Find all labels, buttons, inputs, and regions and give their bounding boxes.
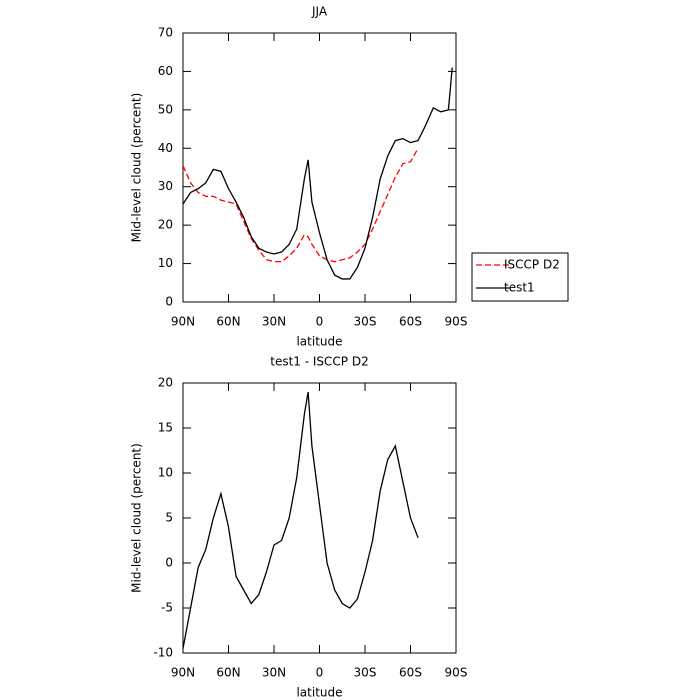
legend-label: test1: [504, 281, 535, 295]
x-tick-label: 0: [316, 666, 324, 680]
x-tick-label: 30S: [354, 315, 377, 329]
data-line: [182, 147, 419, 263]
x-tick-label: 90N: [171, 666, 195, 680]
y-axis-label: Mid-level cloud (percent): [130, 443, 144, 593]
y-tick-label: 30: [158, 179, 173, 193]
y-tick-label: 10: [158, 256, 173, 270]
x-axis-label: latitude: [296, 335, 342, 349]
y-tick-label: 20: [158, 376, 173, 390]
legend-label: ISCCP D2: [504, 258, 560, 272]
y-tick-label: 0: [165, 295, 173, 309]
y-axis-label: Mid-level cloud (percent): [130, 93, 144, 243]
x-tick-label: 60N: [216, 315, 240, 329]
x-tick-label: 60N: [216, 666, 240, 680]
y-tick-label: 70: [158, 26, 173, 40]
x-tick-label: 30S: [354, 666, 377, 680]
plot-frame: [182, 32, 457, 303]
x-tick-label: 90S: [445, 315, 468, 329]
y-tick-label: -5: [161, 601, 173, 615]
x-tick-label: 60S: [399, 315, 422, 329]
y-tick-label: 60: [158, 64, 173, 78]
x-tick-label: 90S: [445, 666, 468, 680]
legend-box: [471, 252, 569, 302]
y-tick-label: 10: [158, 466, 173, 480]
x-tick-label: 30N: [262, 666, 286, 680]
y-tick-label: 0: [165, 556, 173, 570]
y-tick-label: 15: [158, 421, 173, 435]
y-tick-label: 20: [158, 218, 173, 232]
chart-title: JJA: [311, 5, 328, 19]
y-tick-label: 50: [158, 102, 173, 116]
x-axis-label: latitude: [296, 686, 342, 700]
x-tick-label: 90N: [171, 315, 195, 329]
data-line: [182, 67, 453, 280]
x-tick-label: 60S: [399, 666, 422, 680]
y-tick-label: -10: [153, 646, 173, 660]
x-tick-label: 30N: [262, 315, 286, 329]
chart-title: test1 - ISCCP D2: [270, 355, 368, 369]
plot-frame: [182, 382, 457, 654]
y-tick-label: 5: [165, 511, 173, 525]
x-tick-label: 0: [316, 315, 324, 329]
data-line: [182, 391, 419, 649]
y-tick-label: 40: [158, 141, 173, 155]
